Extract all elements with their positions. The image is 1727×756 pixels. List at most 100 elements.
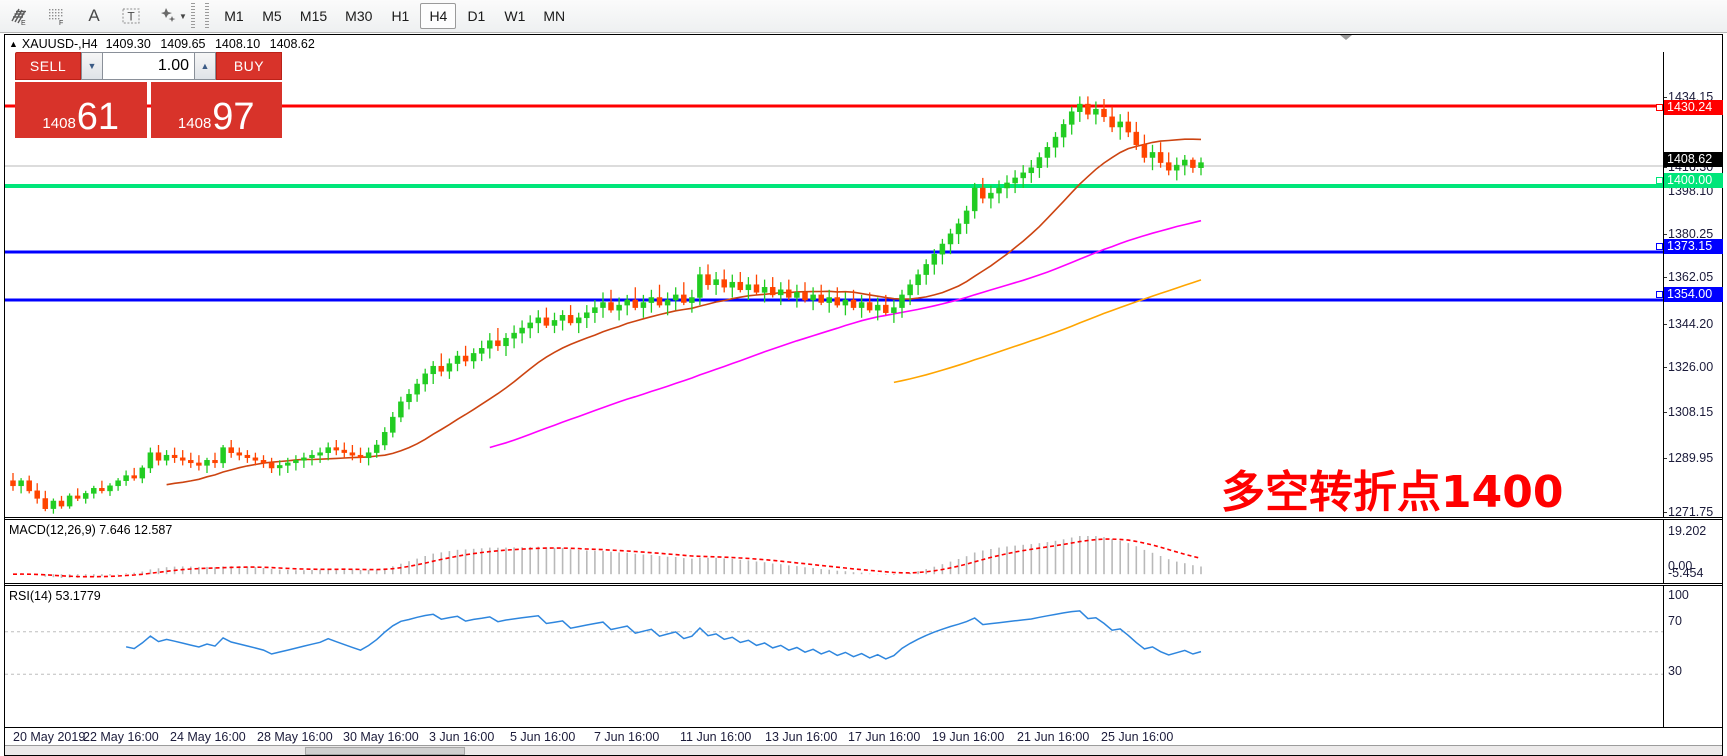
time-label-6: 5 Jun 16:00 [510, 730, 576, 744]
volume-decrease-button[interactable]: ▼ [81, 52, 103, 80]
time-label-4: 30 May 16:00 [343, 730, 419, 744]
tf-m15[interactable]: M15 [299, 8, 328, 24]
chart-toolbar: E F A T [0, 0, 1727, 33]
macd-pane[interactable]: MACD(12,26,9) 7.646 12.587 [5, 522, 1663, 584]
sell-price-prefix: 1408 [42, 115, 76, 132]
macd-pane-separator [5, 517, 1722, 520]
sell-button[interactable]: SELL [15, 52, 81, 80]
macd-scale: 19.202 0.00 -5.454 [1663, 522, 1722, 584]
timeframe-drag-handle[interactable] [204, 3, 209, 29]
time-label-0: 20 May 2019 [13, 730, 86, 744]
rsi-tick-30: 30 [1668, 664, 1682, 678]
level-1373-label[interactable]: 1373.15 [1656, 239, 1723, 254]
time-label-1: 22 May 16:00 [83, 730, 159, 744]
sell-price-display[interactable]: 1408 61 [15, 82, 147, 138]
resistance-label[interactable]: 1430.24 [1656, 100, 1723, 115]
ma-mid [489, 219, 1202, 449]
tf-mn[interactable]: MN [543, 8, 566, 24]
grid-icon[interactable]: F [40, 1, 74, 31]
macd-svg [12, 536, 1202, 578]
macd-signal-line [12, 538, 1202, 578]
tf-h1[interactable]: H1 [391, 8, 410, 24]
svg-text:E: E [21, 20, 26, 26]
tf-m1[interactable]: M1 [224, 8, 244, 24]
toolbar-drag-handle[interactable] [190, 3, 195, 29]
horizontal-scrollbar[interactable] [5, 745, 1722, 755]
rsi-label: RSI(14) 53.1779 [9, 589, 101, 603]
chart-annotation-text: 多空转折点1400 [1221, 467, 1564, 518]
time-label-7: 7 Jun 16:00 [594, 730, 660, 744]
ohlc-open: 1409.30 [105, 36, 151, 51]
trade-controls-row: SELL ▼ 1.00 ▲ BUY [15, 52, 282, 80]
rsi-line [125, 610, 1202, 660]
collapse-triangle-icon[interactable]: ▲ [9, 38, 18, 49]
rsi-pane[interactable]: RSI(14) 53.1779 [5, 588, 1663, 728]
time-label-3: 28 May 16:00 [257, 730, 333, 744]
price-tick-1362-05: 1362.05 [1664, 271, 1713, 284]
rsi-tick-70: 70 [1668, 614, 1682, 628]
price-tick-1344-20: 1344.20 [1664, 318, 1713, 331]
price-plot-svg [5, 96, 1663, 514]
time-label-2: 24 May 16:00 [170, 730, 246, 744]
time-label-9: 13 Jun 16:00 [765, 730, 838, 744]
price-tick-1326-00: 1326.00 [1664, 361, 1713, 374]
buy-button[interactable]: BUY [216, 52, 282, 80]
level-1354-label[interactable]: 1354.00 [1656, 287, 1723, 302]
buy-price-display[interactable]: 1408 97 [150, 82, 282, 138]
price-tick-1271-75: 1271.75 [1664, 506, 1713, 519]
objects-dropdown-caret[interactable]: ▼ [179, 11, 187, 21]
timeframe-group: M1 M5 M15 M30 H1 H4 D1 W1 MN [215, 3, 574, 29]
chart-ohlc: 1409.30 1409.65 1408.10 1408.62 [106, 37, 321, 51]
volume-increase-button[interactable]: ▲ [194, 52, 216, 80]
support-label[interactable]: 1400.00 [1656, 173, 1723, 188]
tf-m30[interactable]: M30 [345, 8, 373, 24]
svg-text:T: T [127, 10, 135, 24]
price-scale[interactable]: 1434.15 1416.30 1380.25 1362.05 1344.20 1326.… [1656, 52, 1723, 727]
macd-tick-high: 19.202 [1668, 524, 1707, 538]
ohlc-low: 1408.10 [214, 36, 261, 51]
volume-input[interactable]: 1.00 [103, 52, 194, 80]
time-axis[interactable]: 20 May 2019 22 May 16:00 24 May 16:00 28 Ma… [5, 727, 1722, 745]
ma-slow [893, 279, 1202, 384]
svg-text:F: F [59, 20, 63, 26]
level-handle-icon[interactable] [1656, 104, 1663, 111]
macd-histogram [20, 536, 1202, 578]
level-handle-icon[interactable] [1656, 291, 1663, 298]
indicators-icon[interactable]: E [3, 1, 37, 31]
text-icon[interactable]: A [88, 6, 100, 25]
rsi-pane-separator [5, 583, 1722, 586]
tf-m5[interactable]: M5 [262, 8, 282, 24]
buy-price-prefix: 1408 [177, 115, 212, 132]
chart-symbol-label: XAUUSD-,H4 [21, 36, 98, 51]
ohlc-close: 1408.62 [269, 36, 315, 51]
level-handle-icon[interactable] [1656, 243, 1663, 250]
price-tick-1308-15: 1308.15 [1664, 406, 1713, 419]
ohlc-high: 1409.65 [160, 36, 206, 51]
price-tick-1380-25: 1380.25 [1664, 228, 1713, 241]
one-click-trading-panel: SELL ▼ 1.00 ▲ BUY 1408 61 1408 97 [15, 52, 282, 164]
chart-menu-caret-icon[interactable] [1340, 35, 1352, 40]
last-price-label[interactable]: 1408.62 [1664, 152, 1723, 167]
rsi-svg [5, 610, 1663, 675]
ma-fast [166, 138, 1202, 486]
text-label-icon[interactable]: T [114, 1, 148, 31]
chart-header: ▲ XAUUSD-,H4 1409.30 1409.65 1408.10 140… [5, 35, 1722, 52]
chart-window: ▲ XAUUSD-,H4 1409.30 1409.65 1408.10 140… [4, 34, 1723, 756]
time-label-8: 11 Jun 16:00 [680, 730, 752, 744]
sell-price-pips: 61 [76, 96, 120, 138]
price-quotes-row: 1408 61 1408 97 [15, 82, 282, 138]
objects-icon[interactable] [151, 1, 185, 31]
buy-price-pips: 97 [212, 96, 255, 138]
level-handle-icon[interactable] [1656, 177, 1663, 184]
price-plot[interactable] [5, 52, 1663, 517]
macd-tick-zero: 0.00 [1668, 559, 1693, 573]
tf-h4[interactable]: H4 [420, 3, 457, 29]
time-label-11: 19 Jun 16:00 [932, 730, 1005, 744]
candlestick-series [10, 96, 1204, 514]
macd-label: MACD(12,26,9) 7.646 12.587 [9, 523, 173, 537]
scrollbar-thumb[interactable] [305, 747, 465, 755]
tf-d1[interactable]: D1 [467, 8, 486, 24]
tf-w1[interactable]: W1 [504, 8, 526, 24]
price-tick-1289-95: 1289.95 [1664, 452, 1713, 465]
